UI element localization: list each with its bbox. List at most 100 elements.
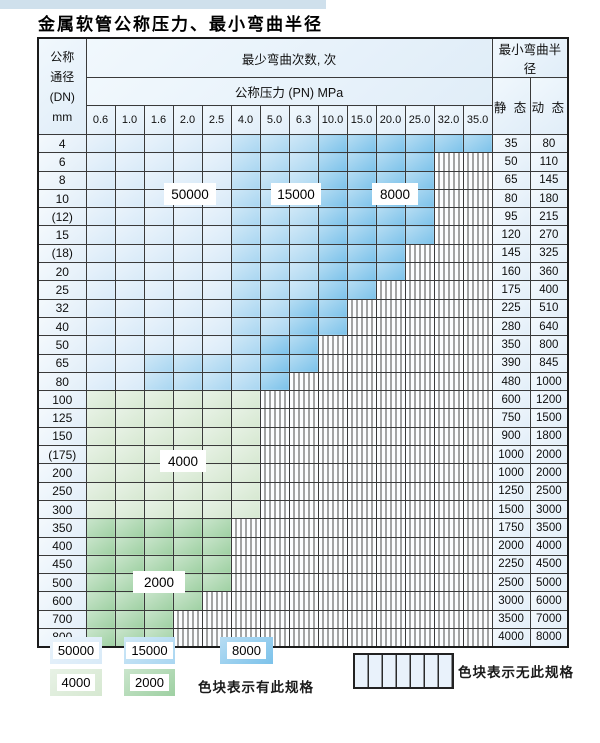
spec-cell xyxy=(259,371,290,392)
static-value-cell: 2500 xyxy=(491,573,531,593)
no-spec-cell xyxy=(201,609,232,630)
spec-cell xyxy=(317,170,348,190)
no-spec-cell xyxy=(462,262,493,282)
no-spec-cell xyxy=(433,499,464,520)
legend-swatch: 50000 xyxy=(50,637,102,664)
no-spec-cell xyxy=(462,554,493,575)
spec-cell xyxy=(114,408,145,428)
spec-cell xyxy=(172,426,203,447)
no-spec-cell xyxy=(404,445,435,465)
spec-cell xyxy=(288,316,319,337)
spec-cell xyxy=(143,426,174,447)
no-spec-cell xyxy=(375,353,406,373)
spec-cell xyxy=(85,408,116,428)
no-spec-cell xyxy=(288,609,319,630)
dynamic-value-cell: 180 xyxy=(529,188,569,209)
spec-cell xyxy=(143,408,174,428)
spec-cell xyxy=(85,225,116,245)
spec-cell xyxy=(85,243,116,264)
spec-cell xyxy=(114,554,145,575)
spec-cell xyxy=(172,591,203,611)
spec-cell xyxy=(143,353,174,373)
static-value-cell: 600 xyxy=(491,390,531,410)
spec-cell xyxy=(230,371,261,392)
dynamic-value-cell: 145 xyxy=(529,170,569,190)
no-spec-cell xyxy=(375,591,406,611)
no-spec-cell xyxy=(404,591,435,611)
dynamic-value-cell: 2000 xyxy=(529,445,569,465)
spec-cell xyxy=(201,298,232,318)
no-spec-cell xyxy=(317,335,348,355)
spec-cell xyxy=(143,152,174,172)
spec-cell xyxy=(114,316,145,337)
static-value-cell: 3500 xyxy=(491,609,531,630)
spec-cell xyxy=(114,481,145,501)
spec-cell xyxy=(375,152,406,172)
spec-cell xyxy=(201,408,232,428)
dn-cell: 4 xyxy=(37,133,87,154)
table-row: 4 35 80 xyxy=(37,133,569,154)
no-spec-cell xyxy=(375,335,406,355)
no-spec-cell xyxy=(317,591,348,611)
dn-cell: 50 xyxy=(37,335,87,355)
table-row: 80 480 1000 xyxy=(37,371,569,392)
no-spec-cell xyxy=(375,628,406,648)
no-spec-cell xyxy=(288,628,319,648)
static-value-cell: 175 xyxy=(491,280,531,300)
no-spec-cell xyxy=(433,518,464,538)
no-spec-cell xyxy=(288,390,319,410)
cycle-label-overlay: 2000 xyxy=(133,571,185,593)
no-spec-cell xyxy=(317,573,348,593)
no-spec-cell xyxy=(404,335,435,355)
dn-cell: 100 xyxy=(37,390,87,410)
dn-header-line: 通径 xyxy=(50,69,75,84)
spec-cell xyxy=(201,335,232,355)
static-value-cell: 3000 xyxy=(491,591,531,611)
dynamic-value-cell: 3500 xyxy=(529,518,569,538)
no-spec-cell xyxy=(346,408,377,428)
spec-cell xyxy=(317,225,348,245)
spec-cell xyxy=(201,499,232,520)
spec-cell xyxy=(85,445,116,465)
dn-cell: 8 xyxy=(37,170,87,190)
spec-cell xyxy=(346,225,377,245)
static-value-cell: 35 xyxy=(491,133,531,154)
pressure-unit-header: 公称压力 (PN) MPa xyxy=(85,77,493,106)
no-spec-cell xyxy=(317,481,348,501)
spec-cell xyxy=(85,463,116,483)
spec-cell xyxy=(288,353,319,373)
no-spec-cell xyxy=(404,481,435,501)
no-spec-cell xyxy=(404,353,435,373)
no-spec-cell xyxy=(259,518,290,538)
table-row: 450 2250 4500 xyxy=(37,554,569,575)
no-spec-cell xyxy=(317,499,348,520)
no-spec-cell xyxy=(433,316,464,337)
no-spec-cell xyxy=(288,445,319,465)
spec-cell xyxy=(288,243,319,264)
spec-cell xyxy=(172,499,203,520)
no-spec-cell xyxy=(462,353,493,373)
header-row-2: 公称压力 (PN) MPa 静 态 动 态 xyxy=(38,77,569,135)
static-value-cell: 80 xyxy=(491,188,531,209)
spec-cell xyxy=(85,536,116,556)
spec-cell xyxy=(201,554,232,575)
spec-cell xyxy=(85,353,116,373)
no-spec-cell xyxy=(433,353,464,373)
spec-cell xyxy=(346,262,377,282)
spec-cell xyxy=(462,133,493,154)
dn-cell: 300 xyxy=(37,499,87,520)
no-spec-cell xyxy=(375,445,406,465)
no-spec-cell xyxy=(433,207,464,227)
spec-cell xyxy=(114,152,145,172)
spec-cell xyxy=(85,207,116,227)
spec-cell xyxy=(114,390,145,410)
table-row: 500 2500 5000 xyxy=(37,573,569,593)
no-spec-cell xyxy=(462,518,493,538)
spec-cell xyxy=(201,573,232,593)
no-spec-cell xyxy=(230,573,261,593)
no-spec-cell xyxy=(375,316,406,337)
spec-cell xyxy=(317,152,348,172)
spec-cell xyxy=(172,481,203,501)
spec-cell xyxy=(230,152,261,172)
spec-cell xyxy=(288,152,319,172)
